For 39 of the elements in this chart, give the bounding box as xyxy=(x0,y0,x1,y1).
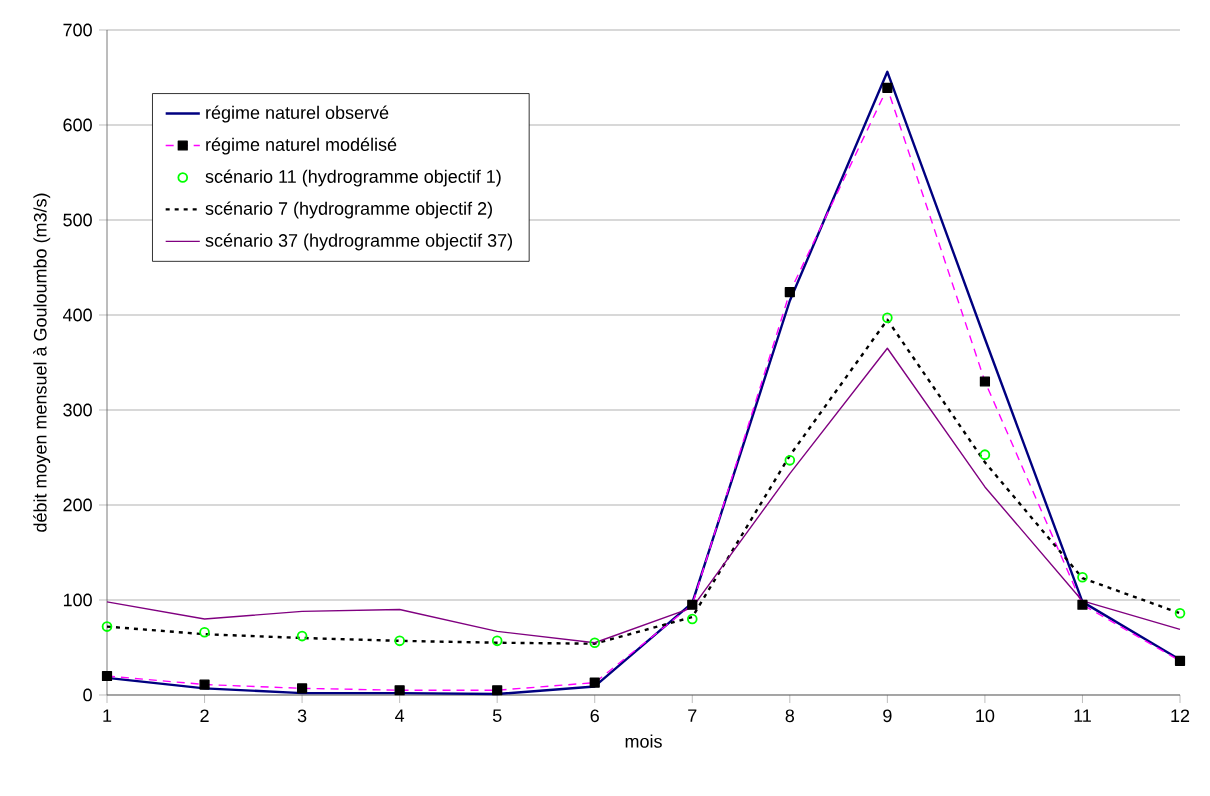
x-tick-label: 5 xyxy=(492,709,502,722)
legend-label: scénario 11 (hydrogramme objectif 1) xyxy=(205,169,501,187)
x-tick-label: 10 xyxy=(976,709,995,723)
point xyxy=(1174,607,1186,619)
x-tick-label: 2 xyxy=(200,709,209,722)
y-tick-label: 400 xyxy=(62,308,92,322)
x-tick-label: 8 xyxy=(785,709,795,723)
y-axis-title: débit moyen mensuel à Gouloumbo (m3/s) xyxy=(33,193,51,532)
point xyxy=(394,635,405,647)
point xyxy=(296,630,308,642)
y-tick-label: 0 xyxy=(83,688,92,702)
x-axis-title: mois xyxy=(625,734,662,748)
legend-label: scénario 37 (hydrogramme objectif 37) xyxy=(205,233,513,251)
x-tick-label: 11 xyxy=(1074,709,1091,722)
x-tick-label: 1 xyxy=(103,709,112,722)
legend-label: régime naturel modélisé xyxy=(206,137,397,155)
x-tick-label: 6 xyxy=(590,709,599,723)
y-tick-label: 200 xyxy=(63,498,92,512)
point xyxy=(1077,571,1088,583)
y-tick-label: 600 xyxy=(63,118,92,132)
y-tick-label: 700 xyxy=(63,23,92,37)
x-tick-label: 3 xyxy=(297,709,307,723)
legend-label: scénario 7 (hydrogramme objectif 2) xyxy=(205,201,492,219)
point xyxy=(784,455,796,466)
y-tick-label: 100 xyxy=(63,593,92,607)
x-tick-label: 9 xyxy=(883,709,892,723)
point xyxy=(882,312,893,324)
point xyxy=(101,621,113,632)
x-tick-label: 7 xyxy=(688,709,697,722)
y-tick-label: 500 xyxy=(63,213,92,227)
point xyxy=(979,449,991,460)
y-tick-label: 300 xyxy=(63,403,92,417)
point xyxy=(199,626,210,638)
x-tick-label: 12 xyxy=(1171,709,1190,722)
legend-label: régime naturel observé xyxy=(206,105,389,123)
point xyxy=(686,613,698,625)
point xyxy=(491,635,503,647)
x-tick-label: 4 xyxy=(395,709,405,722)
point xyxy=(589,637,601,649)
